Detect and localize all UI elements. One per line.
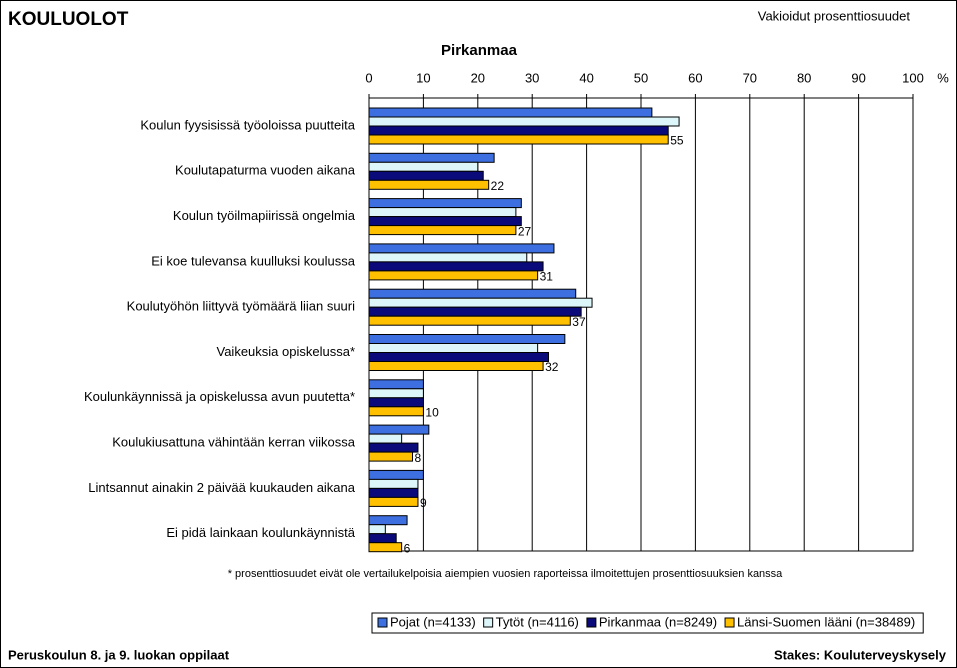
bar bbox=[368, 469, 424, 480]
bar bbox=[368, 116, 680, 127]
bar bbox=[368, 170, 484, 181]
chart-title: KOULUOLOT bbox=[8, 9, 129, 30]
category-label: Lintsannut ainakin 2 päivää kuukauden ai… bbox=[88, 480, 355, 495]
legend-swatch bbox=[724, 617, 735, 628]
bar bbox=[368, 252, 528, 263]
footer-left: Peruskoulun 8. ja 9. luokan oppilaat bbox=[8, 647, 230, 662]
bar bbox=[368, 352, 550, 362]
data-label: 9 bbox=[420, 496, 427, 510]
bar bbox=[368, 125, 669, 136]
data-label: 8 bbox=[415, 451, 422, 465]
bar bbox=[368, 297, 593, 308]
x-unit: % bbox=[937, 70, 949, 85]
category-label: Koulutyöhön liittyvä työmäärä liian suur… bbox=[127, 299, 355, 314]
legend-swatch bbox=[377, 617, 388, 628]
bar bbox=[368, 107, 653, 118]
category-label: Ei koe tulevansa kuulluksi koulussa bbox=[151, 253, 356, 268]
data-label: 37 bbox=[572, 315, 586, 329]
bar bbox=[368, 134, 669, 145]
bar bbox=[368, 270, 539, 281]
subtitle: Vakioidut prosenttiosuudet bbox=[758, 8, 911, 23]
bar bbox=[368, 243, 555, 254]
x-tick-label: 50 bbox=[634, 70, 648, 85]
legend-swatch bbox=[586, 617, 597, 628]
x-tick-label: 90 bbox=[851, 70, 865, 85]
bar bbox=[368, 216, 522, 227]
data-label: 22 bbox=[491, 179, 505, 193]
bar bbox=[368, 515, 408, 526]
data-label: 6 bbox=[404, 541, 411, 555]
bar bbox=[368, 288, 577, 299]
bar bbox=[368, 379, 424, 390]
bar bbox=[368, 478, 419, 489]
x-tick-label: 80 bbox=[797, 70, 811, 85]
bar bbox=[368, 442, 419, 453]
category-label: Vaikeuksia opiskelussa* bbox=[217, 344, 356, 359]
bar bbox=[368, 406, 424, 417]
bar bbox=[368, 207, 517, 218]
bar bbox=[368, 451, 414, 462]
bar bbox=[368, 179, 490, 190]
bar bbox=[368, 433, 403, 444]
bar bbox=[368, 487, 419, 498]
category-label: Koulun työilmapiirissä ongelmia bbox=[173, 208, 356, 223]
bar bbox=[368, 361, 544, 371]
bar bbox=[368, 533, 397, 544]
bar bbox=[368, 152, 495, 163]
legend-label: Pojat (n=4133) bbox=[390, 614, 476, 629]
bar bbox=[368, 315, 571, 326]
data-label: 55 bbox=[670, 134, 684, 148]
bar bbox=[368, 496, 419, 507]
bar bbox=[368, 388, 424, 399]
x-tick-label: 10 bbox=[416, 70, 430, 85]
data-label: 31 bbox=[540, 270, 554, 284]
bar bbox=[368, 343, 539, 353]
legend-box bbox=[371, 612, 924, 634]
bar bbox=[368, 161, 479, 172]
x-tick-label: 60 bbox=[688, 70, 702, 85]
bar bbox=[368, 198, 522, 209]
data-label: 10 bbox=[425, 405, 439, 419]
bar bbox=[368, 225, 517, 236]
bar bbox=[368, 524, 386, 535]
x-tick-label: 40 bbox=[579, 70, 593, 85]
footnote: * prosenttiosuudet eivät ole vertailukel… bbox=[228, 568, 783, 580]
x-tick-label: 70 bbox=[743, 70, 757, 85]
plot-title: Pirkanmaa bbox=[441, 42, 518, 59]
legend-label: Länsi-Suomen lääni (n=38489) bbox=[737, 614, 915, 629]
category-label: Ei pidä lainkaan koulunkäynnistä bbox=[166, 525, 355, 540]
x-tick-label: 30 bbox=[525, 70, 539, 85]
x-tick-label: 100 bbox=[902, 70, 924, 85]
x-tick-label: 20 bbox=[471, 70, 485, 85]
data-label: 32 bbox=[545, 360, 559, 374]
category-label: Koulukiusattuna vähintään kerran viikoss… bbox=[112, 435, 356, 450]
category-label: Koulutapaturma vuoden aikana bbox=[175, 163, 356, 178]
footer-right: Stakes: Kouluterveyskysely bbox=[774, 647, 947, 662]
category-label: Koulunkäynnissä ja opiskelussa avun puut… bbox=[84, 389, 355, 404]
legend-label: Tytöt (n=4116) bbox=[496, 614, 579, 629]
data-label: 27 bbox=[518, 224, 532, 238]
category-label: Koulun fyysisissä työoloissa puutteita bbox=[140, 117, 355, 132]
bar bbox=[368, 424, 430, 435]
bar bbox=[368, 334, 566, 344]
x-tick-label: 0 bbox=[365, 70, 372, 85]
bar bbox=[368, 397, 424, 408]
bar bbox=[368, 306, 582, 317]
legend-label: Pirkanmaa (n=8249) bbox=[599, 614, 717, 629]
legend-swatch bbox=[483, 617, 494, 628]
bar bbox=[368, 542, 403, 553]
bar bbox=[368, 261, 544, 272]
